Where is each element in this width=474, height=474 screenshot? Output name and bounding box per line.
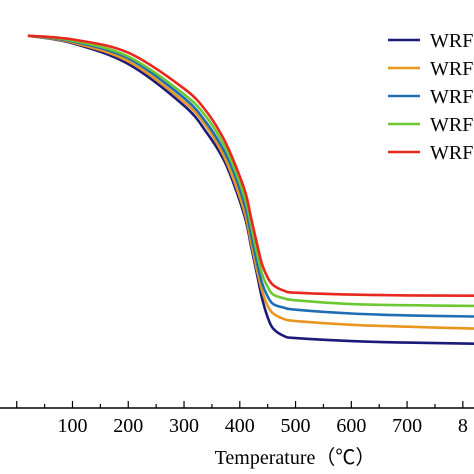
legend-label-3: WRF	[430, 86, 473, 108]
series-line-1	[27, 34, 474, 345]
x-tick-label: 200	[113, 415, 143, 437]
legend-label-4: WRF	[430, 114, 473, 136]
x-tick-label: 100	[57, 415, 87, 437]
x-axis-ticks: 100 200 300 400 500 600 700 8	[16, 401, 468, 437]
x-tick-label: 600	[336, 415, 366, 437]
legend-label-2: WRF	[430, 58, 473, 80]
series-line-3	[27, 34, 474, 318]
x-axis-title: Temperature（℃）	[215, 446, 376, 469]
legend-label-1: WRF	[430, 30, 473, 52]
series-line-4	[27, 34, 474, 308]
x-tick-label: 400	[225, 415, 255, 437]
x-tick-label: 300	[169, 415, 199, 437]
x-tick-label: 500	[281, 415, 311, 437]
plot-lines	[27, 34, 474, 345]
legend: WRF WRF WRF WRF WRF	[388, 30, 473, 164]
x-tick-label: 8	[458, 415, 468, 437]
series-line-2	[27, 34, 474, 330]
series-line-5	[27, 34, 474, 297]
legend-label-5: WRF	[430, 142, 473, 164]
x-tick-label: 700	[392, 415, 422, 437]
